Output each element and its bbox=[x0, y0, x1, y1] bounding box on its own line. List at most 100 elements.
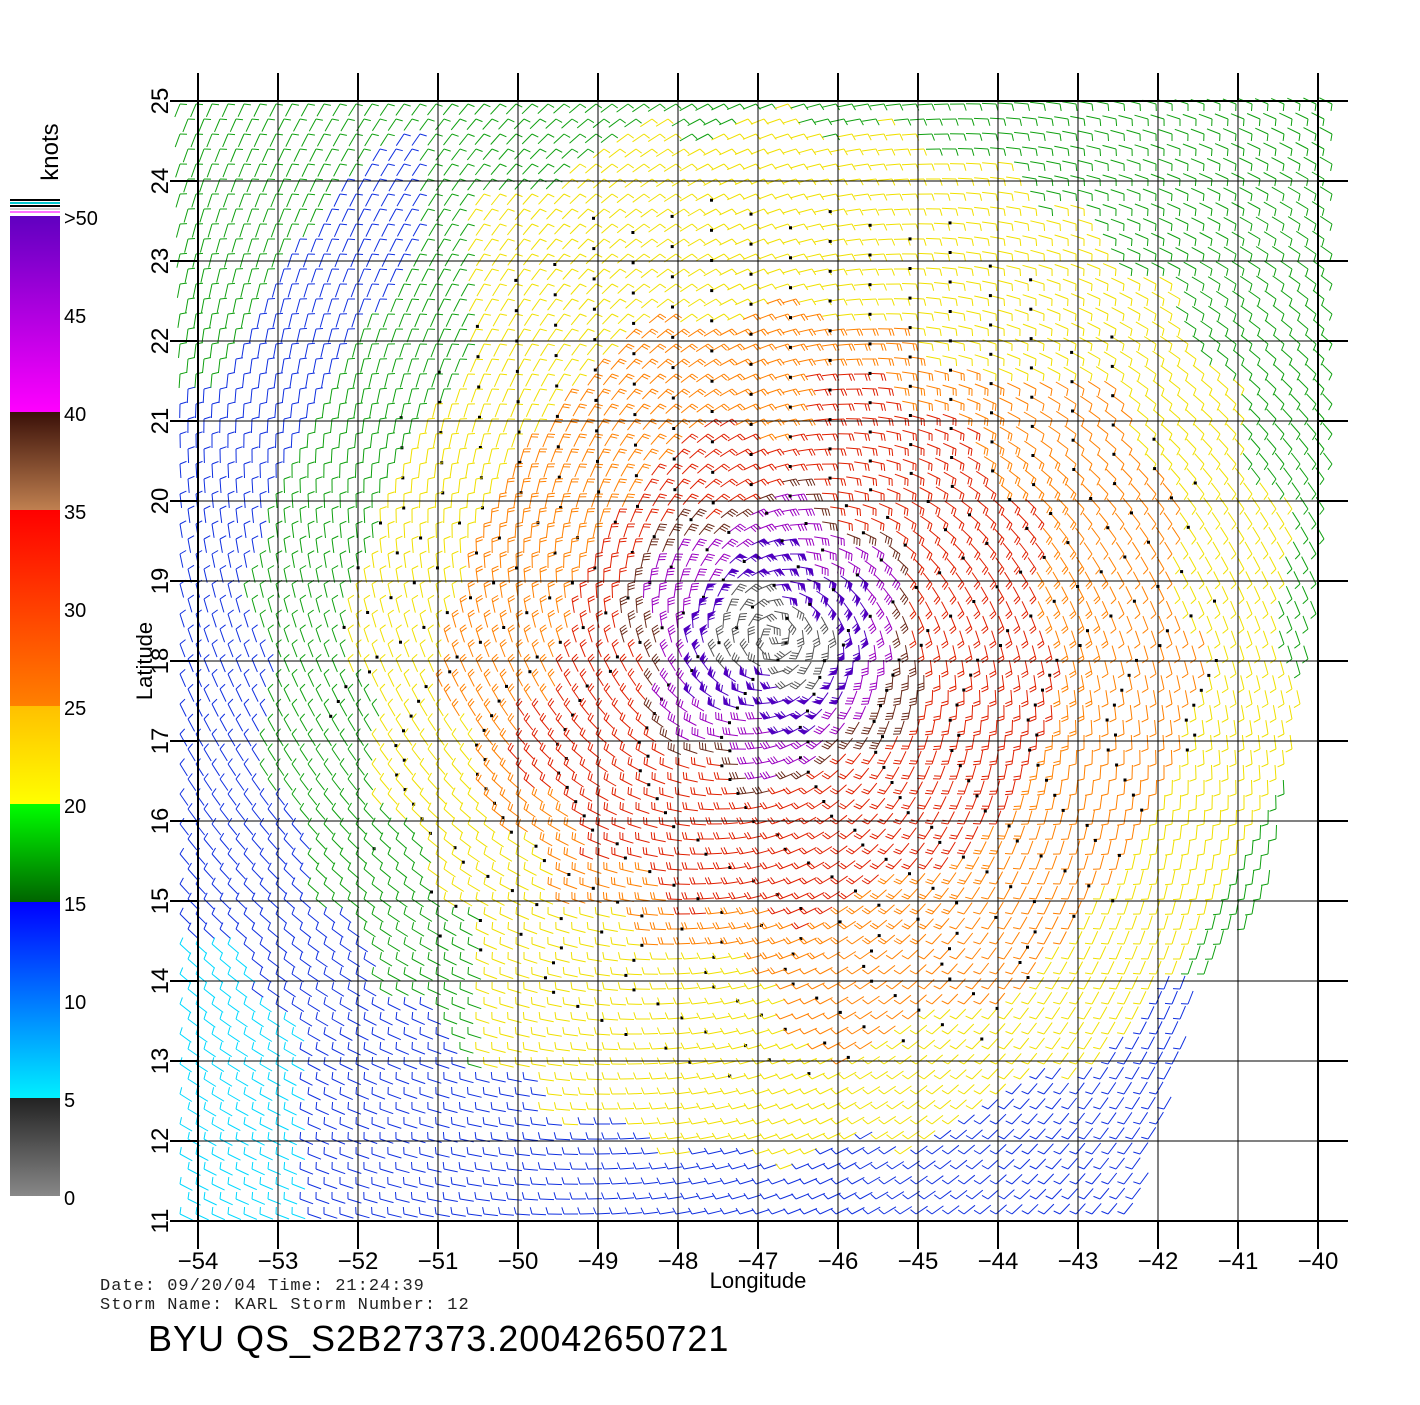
rain-flag bbox=[379, 521, 382, 525]
wind-barb bbox=[416, 402, 428, 418]
wind-barb bbox=[666, 832, 682, 842]
wind-barb bbox=[643, 757, 657, 771]
wind-barb bbox=[1154, 497, 1165, 516]
wind-barb bbox=[1068, 900, 1082, 915]
wind-barb bbox=[451, 1026, 466, 1040]
wind-barb bbox=[951, 457, 965, 471]
wind-barb bbox=[195, 520, 203, 538]
wind-barb bbox=[717, 583, 733, 597]
wind-barb bbox=[643, 786, 658, 800]
wind-barb bbox=[482, 118, 499, 130]
wind-barb bbox=[927, 501, 941, 516]
wind-barb bbox=[373, 238, 387, 252]
wind-barb bbox=[697, 802, 715, 811]
rain-flag bbox=[412, 802, 416, 806]
rain-flag bbox=[908, 267, 912, 270]
rain-flag bbox=[567, 873, 571, 876]
wind-barb bbox=[635, 742, 649, 757]
wind-barb bbox=[1022, 264, 1037, 277]
wind-barb bbox=[973, 601, 981, 620]
wind-barb bbox=[767, 847, 786, 855]
wind-barb bbox=[307, 847, 319, 865]
wind-barb bbox=[1165, 571, 1173, 590]
wind-barb bbox=[600, 193, 619, 204]
wind-barb bbox=[616, 223, 635, 234]
wind-barb bbox=[299, 713, 308, 732]
wind-barb bbox=[539, 283, 555, 296]
wind-barb bbox=[830, 506, 846, 516]
wind-barb bbox=[428, 253, 443, 267]
wind-barb bbox=[887, 516, 901, 531]
wind-barb bbox=[604, 433, 619, 447]
wind-barb bbox=[926, 443, 941, 457]
wind-barb bbox=[1038, 175, 1054, 187]
wind-barb bbox=[617, 283, 635, 294]
wind-barb bbox=[369, 432, 379, 448]
wind-barb bbox=[672, 298, 690, 308]
wind-barb bbox=[1197, 780, 1205, 797]
wind-barb bbox=[251, 594, 259, 613]
wind-barb bbox=[1296, 260, 1309, 276]
wind-barb bbox=[555, 772, 568, 788]
wind-barb bbox=[838, 193, 856, 201]
wind-barb bbox=[521, 507, 531, 523]
wind-barb bbox=[304, 313, 316, 328]
wind-barb bbox=[1185, 438, 1197, 456]
rain-flag bbox=[736, 791, 740, 795]
wind-barb bbox=[1080, 425, 1093, 441]
wind-barb bbox=[467, 639, 475, 658]
wind-barb bbox=[1022, 323, 1037, 337]
wind-barb bbox=[459, 1041, 474, 1054]
wind-barb bbox=[1054, 322, 1069, 337]
wind-barb bbox=[347, 565, 355, 583]
wind-barb bbox=[1281, 349, 1293, 366]
wind-barb bbox=[664, 567, 676, 583]
wind-barb bbox=[774, 163, 793, 170]
wind-barb bbox=[635, 463, 651, 476]
rain-flag bbox=[552, 990, 556, 994]
wind-barb bbox=[467, 727, 477, 746]
wind-barb bbox=[411, 982, 425, 996]
wind-barb bbox=[571, 624, 579, 643]
wind-barb bbox=[475, 1041, 490, 1054]
wind-barb bbox=[179, 847, 190, 866]
wind-barb bbox=[917, 887, 934, 900]
wind-barb bbox=[726, 103, 746, 111]
rain-flag bbox=[647, 783, 651, 787]
wind-barb bbox=[1298, 408, 1309, 426]
wind-barb bbox=[627, 581, 635, 598]
wind-barb bbox=[243, 579, 251, 598]
wind-barb bbox=[355, 491, 363, 509]
rain-flag bbox=[592, 247, 596, 251]
rain-flag bbox=[702, 595, 705, 599]
rain-flag bbox=[626, 596, 630, 600]
wind-barb bbox=[523, 862, 537, 876]
wind-barb bbox=[203, 982, 216, 999]
wind-barb bbox=[1288, 275, 1301, 291]
wind-barb bbox=[1092, 915, 1106, 930]
wind-barb bbox=[798, 1027, 818, 1035]
wind-barb bbox=[1108, 855, 1120, 870]
rain-flag bbox=[1028, 748, 1032, 752]
wind-barb bbox=[877, 659, 885, 677]
wind-barb bbox=[539, 981, 554, 993]
wind-barb bbox=[805, 739, 824, 750]
wind-barb bbox=[435, 787, 447, 805]
rain-flag bbox=[571, 713, 575, 717]
wind-barb bbox=[941, 963, 958, 975]
wind-barb bbox=[838, 253, 856, 261]
rain-flag bbox=[791, 952, 795, 956]
wind-barb bbox=[750, 478, 770, 486]
wind-barb-field bbox=[174, 97, 1333, 1221]
wind-barb bbox=[852, 645, 861, 664]
wind-barb bbox=[1181, 660, 1189, 679]
rain-flag bbox=[479, 948, 483, 952]
wind-barb bbox=[371, 728, 381, 746]
wind-barb bbox=[259, 698, 267, 717]
wind-barb bbox=[547, 639, 555, 658]
wind-barb bbox=[862, 148, 880, 156]
wind-barb bbox=[294, 238, 308, 253]
wind-barb bbox=[913, 558, 925, 576]
wind-barb bbox=[640, 178, 658, 188]
wind-barb bbox=[595, 388, 611, 401]
